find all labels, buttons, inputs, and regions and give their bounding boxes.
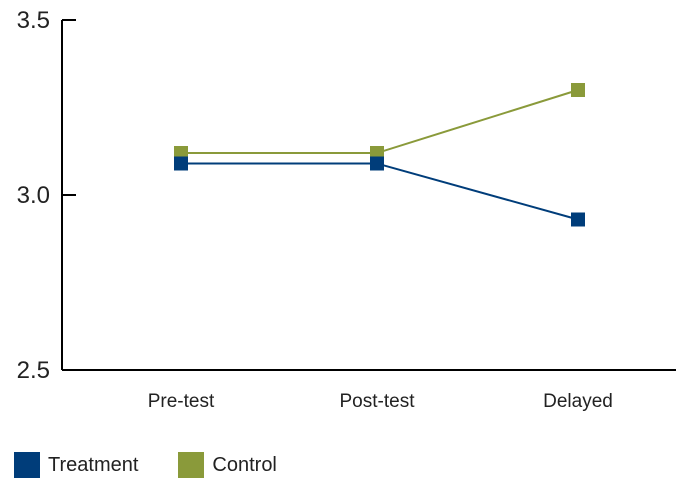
- legend-item-treatment: Treatment: [14, 452, 138, 478]
- x-tick-label: Post-test: [340, 391, 416, 412]
- marker-treatment-1: [370, 156, 384, 171]
- x-axis-labels: Pre-test Post-test Delayed: [148, 391, 613, 412]
- y-tick-label: 3.5: [17, 7, 50, 34]
- legend-label-control: Control: [212, 453, 277, 476]
- marker-treatment-2: [571, 212, 585, 227]
- series-line-treatment: [181, 162, 579, 221]
- legend-swatch-treatment: [14, 452, 40, 478]
- legend-label-treatment: Treatment: [48, 453, 139, 476]
- y-axis-ticks: 2.5 3.0 3.5: [17, 7, 76, 384]
- legend-swatch-control: [178, 452, 205, 478]
- marker-control-2: [571, 83, 585, 97]
- axes: [61, 20, 676, 371]
- marker-treatment-0: [174, 156, 188, 171]
- y-tick-label: 3.0: [17, 182, 50, 209]
- x-tick-label: Pre-test: [148, 391, 215, 412]
- x-tick-label: Delayed: [543, 391, 613, 412]
- legend: Treatment Control: [14, 451, 317, 479]
- series-line-control: [181, 89, 579, 154]
- y-tick-label: 2.5: [17, 357, 50, 384]
- legend-item-control: Control: [178, 452, 277, 478]
- series-markers: [174, 83, 585, 227]
